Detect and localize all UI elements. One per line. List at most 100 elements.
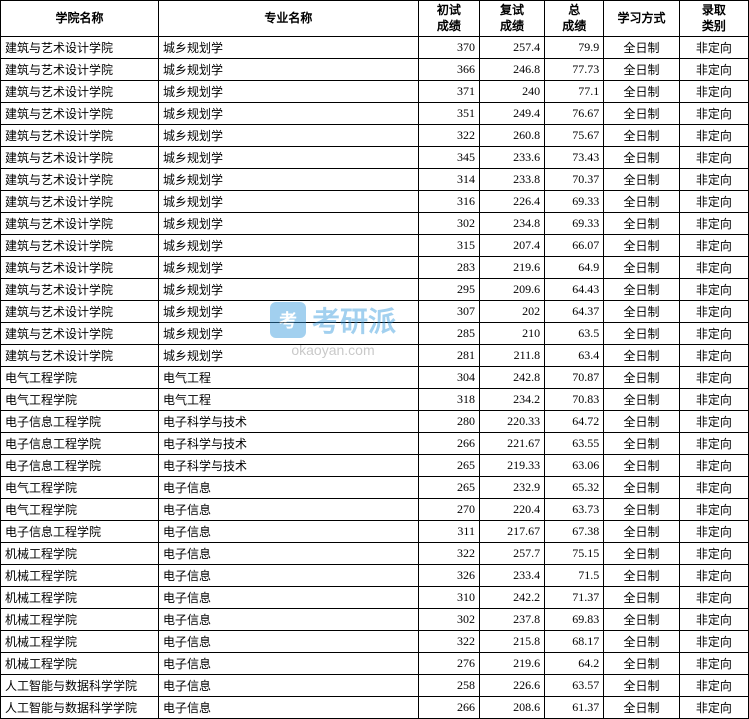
cell-score2: 242.8 — [479, 367, 544, 389]
cell-score3: 64.43 — [545, 279, 604, 301]
cell-score3: 63.06 — [545, 455, 604, 477]
cell-cat: 非定向 — [679, 609, 748, 631]
cell-score3: 70.37 — [545, 169, 604, 191]
cell-cat: 非定向 — [679, 279, 748, 301]
cell-cat: 非定向 — [679, 345, 748, 367]
table-row: 机械工程学院电子信息322215.868.17全日制非定向 — [1, 631, 749, 653]
cell-major: 电子信息 — [158, 675, 418, 697]
cell-college: 人工智能与数据科学学院 — [1, 675, 159, 697]
cell-cat: 非定向 — [679, 59, 748, 81]
cell-college: 建筑与艺术设计学院 — [1, 125, 159, 147]
table-row: 机械工程学院电子信息302237.869.83全日制非定向 — [1, 609, 749, 631]
cell-score3: 66.07 — [545, 235, 604, 257]
cell-score1: 311 — [418, 521, 479, 543]
cell-mode: 全日制 — [604, 191, 679, 213]
cell-score3: 63.57 — [545, 675, 604, 697]
cell-mode: 全日制 — [604, 433, 679, 455]
table-row: 电气工程学院电子信息270220.463.73全日制非定向 — [1, 499, 749, 521]
cell-score3: 69.33 — [545, 191, 604, 213]
cell-score2: 226.4 — [479, 191, 544, 213]
cell-score1: 266 — [418, 697, 479, 719]
cell-score3: 69.83 — [545, 609, 604, 631]
cell-major: 电子信息 — [158, 499, 418, 521]
cell-college: 电气工程学院 — [1, 477, 159, 499]
cell-cat: 非定向 — [679, 147, 748, 169]
cell-score2: 226.6 — [479, 675, 544, 697]
cell-score3: 63.5 — [545, 323, 604, 345]
cell-score3: 64.9 — [545, 257, 604, 279]
cell-score2: 221.67 — [479, 433, 544, 455]
cell-college: 电气工程学院 — [1, 367, 159, 389]
cell-cat: 非定向 — [679, 81, 748, 103]
cell-college: 建筑与艺术设计学院 — [1, 191, 159, 213]
cell-cat: 非定向 — [679, 543, 748, 565]
cell-mode: 全日制 — [604, 367, 679, 389]
cell-score1: 265 — [418, 477, 479, 499]
cell-score2: 233.8 — [479, 169, 544, 191]
cell-score3: 73.43 — [545, 147, 604, 169]
cell-major: 城乡规划学 — [158, 59, 418, 81]
cell-score1: 302 — [418, 213, 479, 235]
cell-college: 电气工程学院 — [1, 499, 159, 521]
cell-score3: 75.67 — [545, 125, 604, 147]
cell-score3: 64.37 — [545, 301, 604, 323]
cell-college: 机械工程学院 — [1, 565, 159, 587]
cell-cat: 非定向 — [679, 675, 748, 697]
table-row: 建筑与艺术设计学院城乡规划学351249.476.67全日制非定向 — [1, 103, 749, 125]
cell-cat: 非定向 — [679, 631, 748, 653]
cell-score1: 270 — [418, 499, 479, 521]
cell-major: 电子信息 — [158, 521, 418, 543]
cell-major: 城乡规划学 — [158, 279, 418, 301]
cell-college: 建筑与艺术设计学院 — [1, 147, 159, 169]
cell-cat: 非定向 — [679, 455, 748, 477]
header-score2: 复试成绩 — [479, 1, 544, 37]
table-body: 建筑与艺术设计学院城乡规划学370257.479.9全日制非定向建筑与艺术设计学… — [1, 37, 749, 719]
cell-score2: 237.8 — [479, 609, 544, 631]
cell-college: 建筑与艺术设计学院 — [1, 81, 159, 103]
cell-cat: 非定向 — [679, 367, 748, 389]
cell-score1: 315 — [418, 235, 479, 257]
cell-score3: 63.4 — [545, 345, 604, 367]
cell-mode: 全日制 — [604, 323, 679, 345]
cell-score3: 67.38 — [545, 521, 604, 543]
table-row: 电气工程学院电气工程318234.270.83全日制非定向 — [1, 389, 749, 411]
cell-score2: 242.2 — [479, 587, 544, 609]
cell-score2: 210 — [479, 323, 544, 345]
table-row: 电子信息工程学院电子信息311217.6767.38全日制非定向 — [1, 521, 749, 543]
table-row: 建筑与艺术设计学院城乡规划学316226.469.33全日制非定向 — [1, 191, 749, 213]
cell-score3: 71.37 — [545, 587, 604, 609]
cell-score3: 79.9 — [545, 37, 604, 59]
cell-score1: 258 — [418, 675, 479, 697]
cell-college: 机械工程学院 — [1, 609, 159, 631]
cell-score2: 220.33 — [479, 411, 544, 433]
cell-college: 建筑与艺术设计学院 — [1, 345, 159, 367]
cell-score1: 310 — [418, 587, 479, 609]
cell-college: 建筑与艺术设计学院 — [1, 103, 159, 125]
cell-college: 机械工程学院 — [1, 543, 159, 565]
cell-major: 城乡规划学 — [158, 235, 418, 257]
cell-score2: 233.4 — [479, 565, 544, 587]
cell-score2: 219.33 — [479, 455, 544, 477]
cell-score1: 314 — [418, 169, 479, 191]
cell-cat: 非定向 — [679, 389, 748, 411]
cell-cat: 非定向 — [679, 125, 748, 147]
cell-college: 建筑与艺术设计学院 — [1, 169, 159, 191]
cell-score1: 370 — [418, 37, 479, 59]
table-row: 人工智能与数据科学学院电子信息266208.661.37全日制非定向 — [1, 697, 749, 719]
cell-major: 城乡规划学 — [158, 125, 418, 147]
cell-score2: 232.9 — [479, 477, 544, 499]
cell-score3: 69.33 — [545, 213, 604, 235]
cell-score3: 77.73 — [545, 59, 604, 81]
cell-mode: 全日制 — [604, 631, 679, 653]
cell-score3: 64.72 — [545, 411, 604, 433]
cell-score3: 75.15 — [545, 543, 604, 565]
header-college: 学院名称 — [1, 1, 159, 37]
cell-college: 人工智能与数据科学学院 — [1, 697, 159, 719]
cell-mode: 全日制 — [604, 587, 679, 609]
table-row: 电子信息工程学院电子科学与技术280220.3364.72全日制非定向 — [1, 411, 749, 433]
cell-major: 电子信息 — [158, 631, 418, 653]
cell-mode: 全日制 — [604, 81, 679, 103]
cell-cat: 非定向 — [679, 103, 748, 125]
cell-score1: 322 — [418, 125, 479, 147]
admission-table: 学院名称专业名称初试成绩复试成绩总成绩学习方式录取类别 建筑与艺术设计学院城乡规… — [0, 0, 749, 719]
